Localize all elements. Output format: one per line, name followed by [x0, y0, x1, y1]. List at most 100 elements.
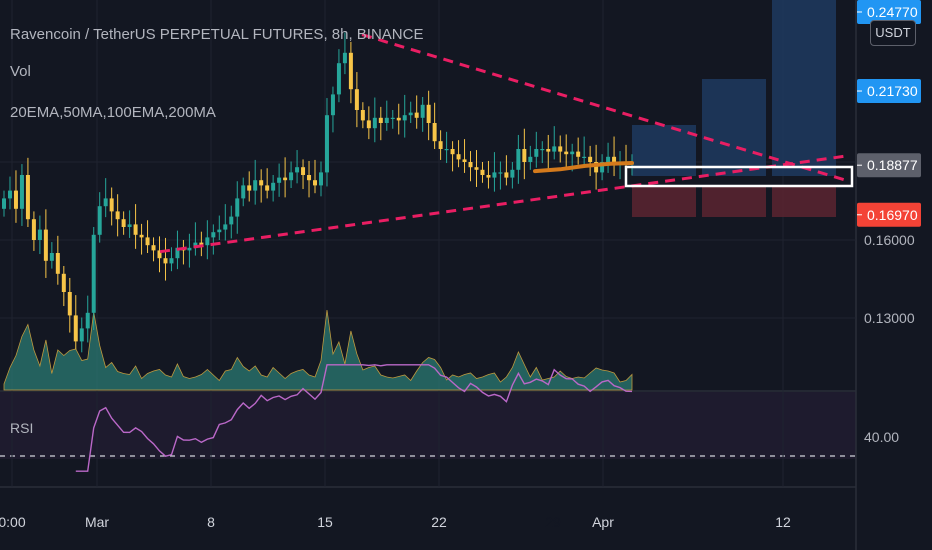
candle-body — [438, 141, 443, 149]
candle-body — [594, 162, 599, 173]
candle-body — [283, 177, 288, 181]
candle-body — [211, 232, 216, 238]
candle-body — [229, 216, 234, 225]
candle-body — [295, 167, 300, 173]
candle-body — [217, 229, 222, 233]
candle-body — [606, 156, 611, 162]
candle-body — [462, 159, 467, 162]
candle-body — [480, 169, 485, 175]
price-label-current-bg — [857, 153, 921, 178]
x-tick-label: 0:00 — [0, 514, 26, 530]
candle-body — [558, 146, 563, 152]
candle-body — [253, 180, 258, 191]
candle-body — [43, 229, 48, 261]
price-labels: 0.24770 0.21730 0.18877 0.16970 — [857, 0, 921, 227]
candle-body — [540, 149, 545, 151]
candle-body — [19, 175, 24, 209]
candle-body — [163, 258, 168, 264]
candle-body — [313, 180, 318, 186]
candle-body — [486, 175, 491, 178]
price-label-target-1-bg — [857, 79, 921, 104]
candle-body — [265, 185, 270, 191]
candle-body — [2, 198, 6, 209]
x-tick-label: Apr — [592, 514, 614, 530]
candle-body — [241, 185, 246, 199]
candle-body — [444, 149, 449, 151]
indicators-legend[interactable]: 20EMA,50MA,100EMA,200MA — [10, 104, 216, 121]
candle-body — [109, 198, 114, 212]
candle-body — [372, 117, 377, 129]
candle-body — [49, 253, 54, 261]
candle-body — [492, 172, 497, 178]
candle-body — [468, 162, 473, 168]
x-tick-label: 12 — [775, 514, 791, 530]
candle-body — [342, 52, 347, 64]
candle-body — [552, 146, 557, 152]
candle-body — [564, 151, 569, 155]
candle-body — [582, 156, 587, 158]
rsi-legend[interactable]: RSI — [10, 420, 34, 436]
candle-body — [330, 94, 335, 116]
candle-body — [534, 149, 539, 157]
volume-area — [3, 309, 633, 391]
candle-body — [187, 247, 192, 251]
currency-button[interactable]: USDT — [870, 20, 916, 46]
candle-body — [277, 177, 282, 183]
price-label-target-1: 0.21730 — [867, 83, 918, 99]
stop-box-2 — [702, 186, 766, 217]
candle-body — [175, 247, 180, 259]
candle-body — [408, 112, 413, 116]
price-label-current: 0.18877 — [867, 157, 918, 173]
candle-body — [576, 151, 581, 157]
candle-body — [91, 234, 96, 313]
candle-body — [37, 229, 42, 240]
candle-body — [420, 104, 425, 118]
candle-body — [13, 190, 18, 209]
y-tick-label: 0.16000 — [864, 232, 915, 248]
candle-body — [546, 149, 551, 152]
x-tick-label: Mar — [85, 514, 109, 530]
candle-body — [193, 242, 198, 248]
price-label-stop: 0.16970 — [867, 207, 918, 223]
candle-body — [139, 234, 144, 238]
candle-body — [474, 167, 479, 170]
chart-title[interactable]: Ravencoin / TetherUS PERPETUAL FUTURES, … — [10, 26, 424, 43]
candle-body — [271, 182, 276, 191]
candle-body — [121, 219, 126, 227]
candle-body — [414, 112, 419, 118]
candle-body — [348, 52, 353, 90]
candle-body — [61, 273, 66, 292]
time-axis[interactable]: 0:00 Mar 8 15 22 29 Apr 12 — [0, 514, 791, 530]
candle-body — [588, 156, 593, 162]
rsi-band — [0, 392, 856, 459]
candle-body — [504, 172, 509, 178]
candle-body — [127, 224, 132, 227]
candle-body — [145, 237, 150, 246]
candle-body — [510, 169, 515, 178]
x-tick-label: 15 — [317, 514, 333, 530]
candle-body — [67, 292, 72, 316]
candle-body — [157, 250, 162, 259]
y-tick-label: 0.13000 — [864, 310, 915, 326]
x-tick-label: 29 — [545, 514, 561, 530]
x-tick-label: 8 — [207, 514, 215, 530]
candle-body — [151, 245, 156, 251]
entry-box[interactable] — [624, 165, 854, 188]
candle-body — [301, 167, 306, 175]
target-box-3 — [772, 0, 836, 176]
candle-body — [259, 180, 264, 186]
candle-body — [450, 149, 455, 155]
candle-body — [390, 117, 395, 119]
ma-line — [533, 161, 634, 174]
target-box-1 — [632, 125, 696, 176]
rsi-line — [75, 364, 633, 472]
candle-body — [378, 117, 383, 123]
candle-body — [366, 120, 371, 129]
volume-legend[interactable]: Vol — [10, 63, 31, 80]
rsi-polyline — [75, 364, 633, 472]
stop-box-1 — [632, 186, 696, 217]
trendlines[interactable] — [159, 33, 851, 254]
candle-body — [115, 211, 120, 220]
volume-fill — [3, 309, 633, 391]
